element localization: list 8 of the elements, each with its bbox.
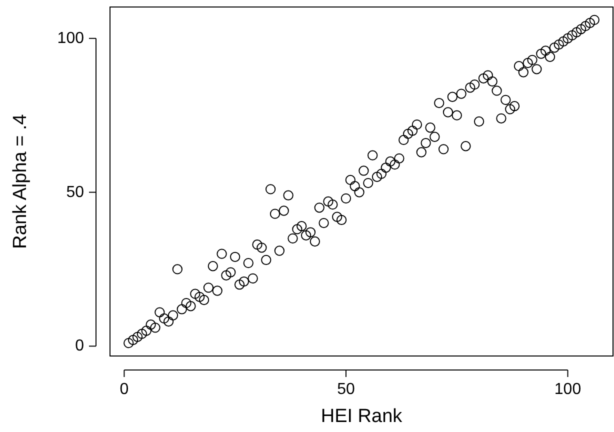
x-tick-label: 50 [337, 381, 355, 398]
y-tick-label: 0 [75, 338, 84, 355]
x-axis-title: HEI Rank [320, 406, 403, 427]
y-tick-label: 100 [57, 30, 84, 47]
y-axis-title: Rank Alpha = .4 [10, 114, 31, 249]
x-tick-label: 100 [554, 381, 582, 398]
y-tick-label: 50 [66, 184, 84, 201]
x-tick-label: 0 [120, 381, 129, 398]
